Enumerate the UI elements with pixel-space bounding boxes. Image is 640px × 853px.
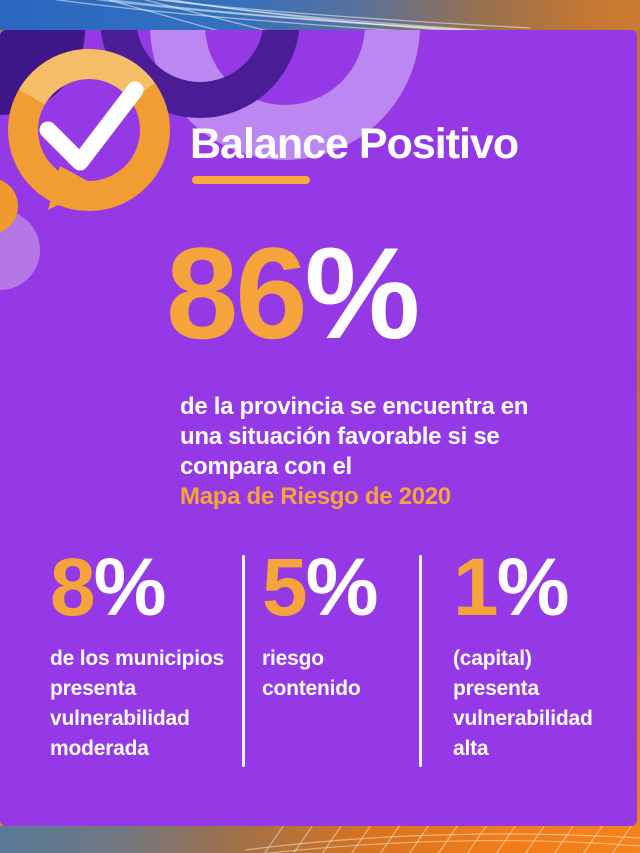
light-streaks-bottom [244, 826, 640, 853]
stat-label-line: de los municipios [50, 647, 224, 670]
check-icon [39, 81, 144, 171]
infographic-card: Balance Positivo 86% de la provincia se … [0, 30, 637, 826]
stat-value: 8 [50, 542, 96, 633]
hero-percentage: 86% [166, 228, 420, 358]
stat-label-line: (capital) [453, 647, 532, 670]
stat-percentage: 5% [262, 546, 412, 630]
hero-description-line: de la provincia se encuentra en [180, 393, 529, 420]
stat-label-line: vulnerabilidad [453, 707, 593, 730]
top-gradient-band [0, 0, 640, 30]
stat-label: riesgo contenido [262, 644, 412, 704]
bottom-gradient-band [0, 826, 640, 853]
stat-percentage: 1% [453, 546, 623, 630]
stat-label-line: presenta [50, 677, 136, 700]
stat-percent-sign: % [305, 542, 379, 633]
stat-label-line: alta [453, 737, 489, 760]
hero-highlight: Mapa de Riesgo de 2020 [180, 483, 451, 510]
stat-contained-risk: 5% riesgo contenido [262, 546, 412, 704]
stat-percentage: 8% [50, 546, 240, 630]
light-streaks-top [53, 0, 531, 30]
stat-label: (capital) presenta vulnerabilidad alta [453, 644, 623, 764]
hero-percent-sign: % [304, 220, 421, 366]
orange-blob-decoration [0, 178, 18, 234]
stat-label-line: presenta [453, 677, 539, 700]
orange-ring-highlight [8, 49, 170, 211]
check-badge [8, 49, 170, 211]
hero-value: 86 [166, 220, 308, 366]
stat-divider [242, 555, 245, 767]
stat-percent-sign: % [93, 542, 167, 633]
stat-percent-sign: % [496, 542, 570, 633]
stat-moderate-vulnerability: 8% de los municipios presenta vulnerabil… [50, 546, 240, 764]
stat-label-line: riesgo [262, 647, 324, 670]
stat-divider [419, 555, 422, 767]
hero-description: de la provincia se encuentra en una situ… [180, 392, 528, 512]
stat-label-line: contenido [262, 677, 361, 700]
hero-description-line: una situación favorable si se [180, 423, 500, 450]
title-underline [192, 176, 310, 184]
stat-label-line: moderada [50, 737, 149, 760]
page-title: Balance Positivo [190, 120, 519, 168]
stat-value: 1 [453, 542, 499, 633]
stat-value: 5 [262, 542, 308, 633]
hero-description-line: compara con el [180, 453, 352, 480]
stat-label: de los municipios presenta vulnerabilida… [50, 644, 240, 764]
stat-high-vulnerability: 1% (capital) presenta vulnerabilidad alt… [453, 546, 623, 764]
stat-label-line: vulnerabilidad [50, 707, 190, 730]
